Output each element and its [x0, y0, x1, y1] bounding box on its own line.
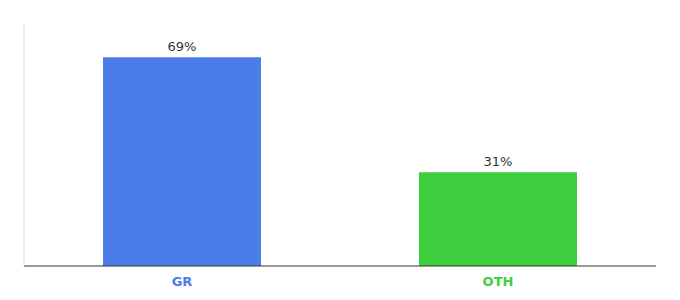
- plot: 69% 31% GR OTH: [24, 24, 656, 289]
- bars: [103, 57, 577, 266]
- bar: [103, 57, 261, 266]
- data-label: 69%: [168, 39, 197, 54]
- x-axis-line: [24, 266, 656, 267]
- x-tick-label: GR: [172, 274, 193, 289]
- data-label: 31%: [484, 154, 513, 169]
- bar: [419, 172, 577, 266]
- y-axis-line: [24, 24, 25, 266]
- x-tick-label: OTH: [483, 274, 514, 289]
- chart-container: 69% 31% GR OTH: [0, 0, 680, 300]
- chart: 69% 31% GR OTH: [0, 0, 680, 300]
